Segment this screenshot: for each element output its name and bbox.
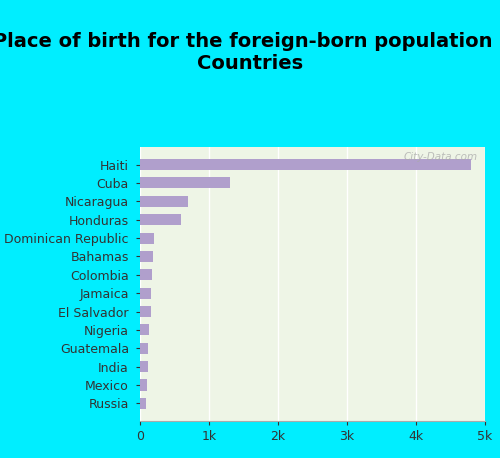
Bar [140, 251, 153, 262]
Bar [140, 398, 146, 409]
Bar [140, 343, 148, 354]
Bar [140, 288, 151, 299]
Text: Place of birth for the foreign-born population -
Countries: Place of birth for the foreign-born popu… [0, 32, 500, 73]
Bar [140, 233, 154, 244]
Bar [140, 324, 149, 335]
Bar [140, 177, 230, 188]
Bar [140, 196, 188, 207]
Bar [140, 361, 147, 372]
Bar [140, 380, 147, 391]
Bar [140, 214, 181, 225]
Bar [140, 306, 150, 317]
Bar [140, 159, 471, 170]
Text: City-Data.com: City-Data.com [404, 152, 478, 162]
Bar [140, 269, 152, 280]
